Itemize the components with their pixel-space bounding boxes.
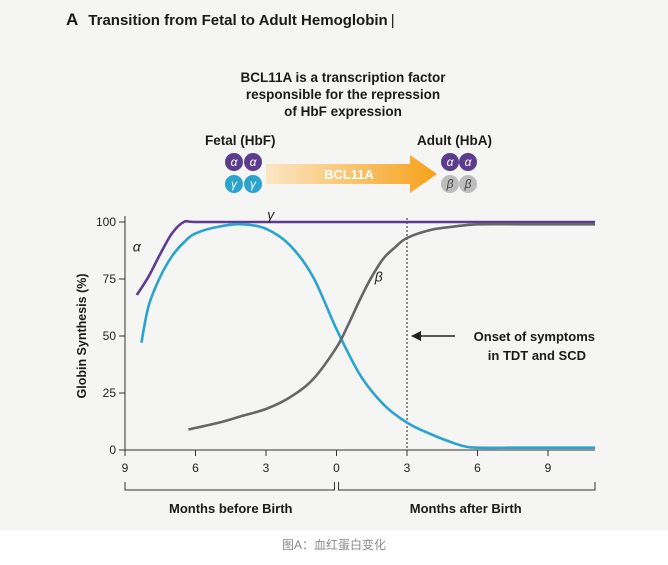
adult-beta-2-icon (459, 175, 477, 193)
chart-axes: 0 25 50 75 100 9 6 3 0 3 6 9 (96, 215, 596, 491)
series-line-beta (188, 222, 595, 431)
fetal-gamma-1-icon (225, 175, 243, 193)
fetal-label: Fetal (HbF) (205, 133, 276, 148)
adult-beta-1-symbol: β (446, 177, 454, 191)
headline-line-1: BCL11A is a transcription factor (240, 70, 446, 85)
onset-arrow-head-icon (411, 331, 421, 341)
onset-annotation-line-2: in TDT and SCD (488, 348, 586, 363)
fetal-subunits: α α γ γ (225, 153, 262, 193)
fetal-gamma-2-symbol: γ (250, 177, 257, 191)
x-tick-label-3: 0 (333, 461, 340, 475)
adult-alpha-1-symbol: α (447, 155, 455, 169)
series-line-gamma (140, 222, 595, 450)
y-tick-label-75: 75 (103, 272, 117, 286)
figure-panel (0, 0, 668, 530)
series-line-alpha (135, 219, 595, 296)
text-cursor: | (390, 12, 395, 29)
globin-chart: 0 25 50 75 100 9 6 3 0 3 6 9 Globin Synthesis (%) Mo… (75, 207, 596, 516)
y-tick-label-25: 25 (103, 386, 117, 400)
x-tick-label-5: 6 (474, 461, 481, 475)
y-tick-label-50: 50 (103, 329, 117, 343)
x-tick-label-2: 3 (263, 461, 270, 475)
figure-caption: 图A：血红蛋白变化 (281, 538, 386, 552)
x-tick-label-4: 3 (404, 461, 411, 475)
x-tick-label-6: 9 (545, 461, 552, 475)
adult-alpha-1-icon (441, 153, 459, 171)
adult-alpha-2-icon (459, 153, 477, 171)
chart-series (135, 219, 595, 450)
x-label-before-birth: Months before Birth (169, 501, 293, 516)
headline: BCL11A is a transcription factor respons… (218, 69, 468, 120)
chart-labels: Globin Synthesis (%) Months before Birth M… (75, 207, 595, 516)
figure-title-text: Transition from Fetal to Adult Hemoglobi… (88, 12, 388, 29)
bracket-after-birth (338, 482, 596, 491)
fetal-alpha-1-icon (225, 153, 243, 171)
hemoglobin-schematic: α α γ γ BCL11A α α β β (225, 153, 477, 193)
adult-label: Adult (HbA) (417, 133, 492, 148)
fetal-alpha-2-icon (244, 153, 262, 171)
series-label-gamma: γ (267, 207, 275, 223)
onset-annotation-line-1: Onset of symptoms (474, 329, 595, 344)
adult-alpha-2-symbol: α (465, 155, 473, 169)
x-tick-label-1: 6 (192, 461, 199, 475)
y-axis-label: Globin Synthesis (%) (75, 273, 89, 398)
fetal-alpha-2-symbol: α (250, 155, 258, 169)
series-label-beta: β (374, 268, 383, 284)
series-label-alpha: α (133, 239, 142, 255)
y-tick-label-100: 100 (96, 215, 116, 229)
x-tick-label-0: 9 (122, 461, 129, 475)
bcl11a-arrow: BCL11A (266, 155, 437, 193)
headline-line-3: of HbF expression (284, 104, 402, 119)
fetal-gamma-1-symbol: γ (231, 177, 238, 191)
arrow-label: BCL11A (324, 167, 374, 182)
fetal-gamma-2-icon (244, 175, 262, 193)
adult-subunits: α α β β (441, 153, 477, 193)
adult-beta-1-icon (441, 175, 459, 193)
figure-title: A Transition from Fetal to Adult Hemoglob… (66, 10, 666, 34)
headline-line-2: responsible for the repression (245, 87, 441, 102)
bracket-before-birth (124, 482, 335, 491)
figure-letter: A (66, 10, 79, 29)
y-tick-label-0: 0 (109, 443, 116, 457)
fetal-alpha-1-symbol: α (231, 155, 239, 169)
x-label-after-birth: Months after Birth (410, 501, 522, 516)
adult-beta-2-symbol: β (464, 177, 472, 191)
arrow-shape (266, 155, 437, 193)
